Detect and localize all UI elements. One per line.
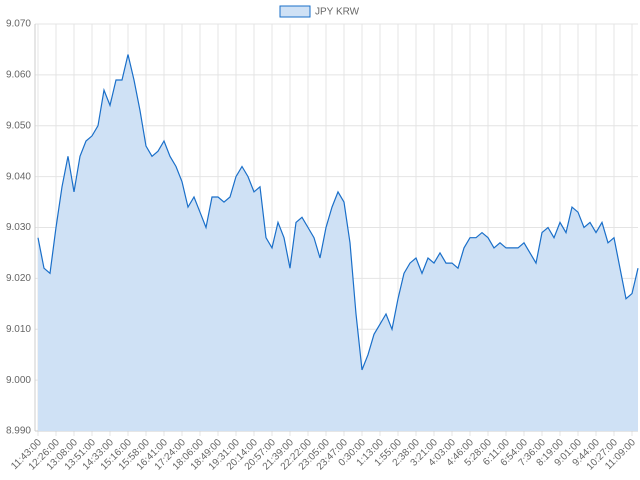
y-tick-label: 9.020 [6,273,31,284]
y-tick-label: 9.030 [6,222,31,233]
y-tick-label: 9.050 [6,120,31,131]
line [37,54,639,371]
legend-label: JPY KRW [315,7,360,18]
legend-swatch [279,5,311,18]
y-tick-label: 9.040 [6,171,31,182]
y-tick-label: 9.000 [6,375,31,386]
y-tick-label: 9.060 [6,70,31,81]
y-tick-label: 8.990 [6,426,31,437]
y-tick-label: 9.070 [6,19,31,30]
y-tick-label: 9.010 [6,324,31,335]
area-fill [38,54,638,431]
